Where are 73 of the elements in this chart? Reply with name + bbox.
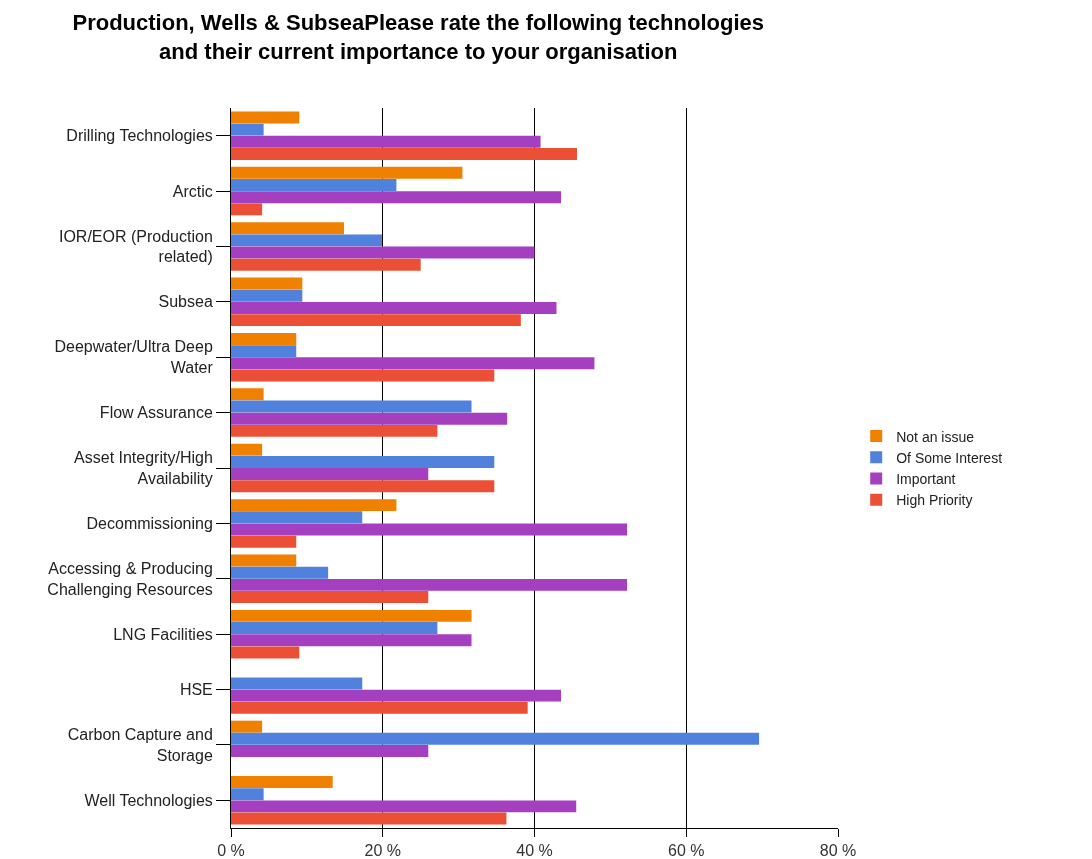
y-tick-label: Carbon Capture and Storage	[67, 726, 213, 764]
bar	[231, 499, 397, 512]
bar	[231, 455, 495, 468]
bar	[231, 720, 263, 733]
bar	[231, 800, 577, 813]
y-tick-label: IOR/EOR (Production related)	[58, 227, 213, 266]
x-tick-label: 60 %	[668, 842, 705, 859]
legend-label: Important	[896, 470, 956, 487]
bar	[231, 369, 495, 382]
bar	[231, 388, 264, 401]
bar	[231, 443, 263, 456]
bar	[231, 578, 628, 591]
bar	[231, 424, 438, 437]
legend-label: High Priority	[896, 492, 973, 509]
y-tick-label: Well Technologies	[84, 791, 213, 809]
bar	[231, 191, 562, 204]
bar	[231, 591, 429, 604]
bar	[231, 135, 541, 148]
y-tick-label: Decommissioning	[86, 514, 213, 532]
bar	[231, 345, 297, 358]
x-tick-label: 40 %	[516, 842, 553, 859]
legend-label: Not an issue	[896, 428, 975, 445]
y-tick-label: LNG Facilities	[113, 625, 213, 643]
bar	[231, 634, 472, 647]
bar	[231, 314, 521, 327]
bar	[231, 689, 562, 702]
bar	[231, 511, 363, 524]
y-tick-label: Asset Integrity/High Availability	[74, 449, 213, 487]
y-tick-label: Drilling Technologies	[66, 127, 213, 145]
bar	[231, 646, 300, 659]
y-tick-label: Deepwater/Ultra Deep Water	[54, 338, 214, 377]
bar	[231, 701, 528, 714]
bar	[231, 234, 382, 247]
bar	[231, 357, 595, 370]
bar	[231, 788, 264, 801]
bar	[231, 148, 577, 160]
bar	[231, 609, 472, 622]
bar	[231, 480, 495, 493]
bar	[231, 677, 363, 690]
bar	[231, 776, 333, 788]
bar	[231, 123, 264, 136]
y-tick-label: Subsea	[158, 293, 213, 311]
y-tick-label: Accessing & Producing Challenging Resources	[47, 559, 213, 598]
y-tick-label: HSE	[179, 681, 213, 699]
x-tick-label: 20 %	[364, 842, 401, 859]
bar	[231, 622, 438, 635]
y-tick-label: Arctic	[172, 182, 213, 200]
bar	[231, 258, 421, 271]
legend-label: Of Some Interest	[896, 449, 1003, 466]
x-tick-label: 80 %	[819, 842, 857, 859]
bar	[231, 166, 463, 179]
bar	[231, 222, 345, 235]
x-tick-label: 0 %	[217, 842, 245, 859]
y-tick-label: Flow Assurance	[99, 404, 213, 422]
bar	[231, 179, 397, 191]
bar	[231, 203, 263, 216]
bar	[231, 468, 429, 481]
bar	[231, 111, 300, 124]
bar	[231, 277, 303, 290]
bar	[231, 332, 297, 345]
chart-title: Production, Wells & SubseaPlease rate the following technologies and their current importance to your organisation	[72, 10, 764, 64]
bar	[231, 812, 507, 825]
bar	[231, 246, 535, 259]
bar	[231, 745, 429, 757]
bar	[231, 554, 297, 567]
bar	[231, 732, 760, 745]
bar	[231, 566, 329, 579]
bar	[231, 412, 508, 425]
bar	[231, 523, 628, 536]
bar	[231, 535, 297, 548]
bar	[231, 301, 557, 314]
bar	[231, 400, 472, 413]
bar	[231, 289, 303, 302]
